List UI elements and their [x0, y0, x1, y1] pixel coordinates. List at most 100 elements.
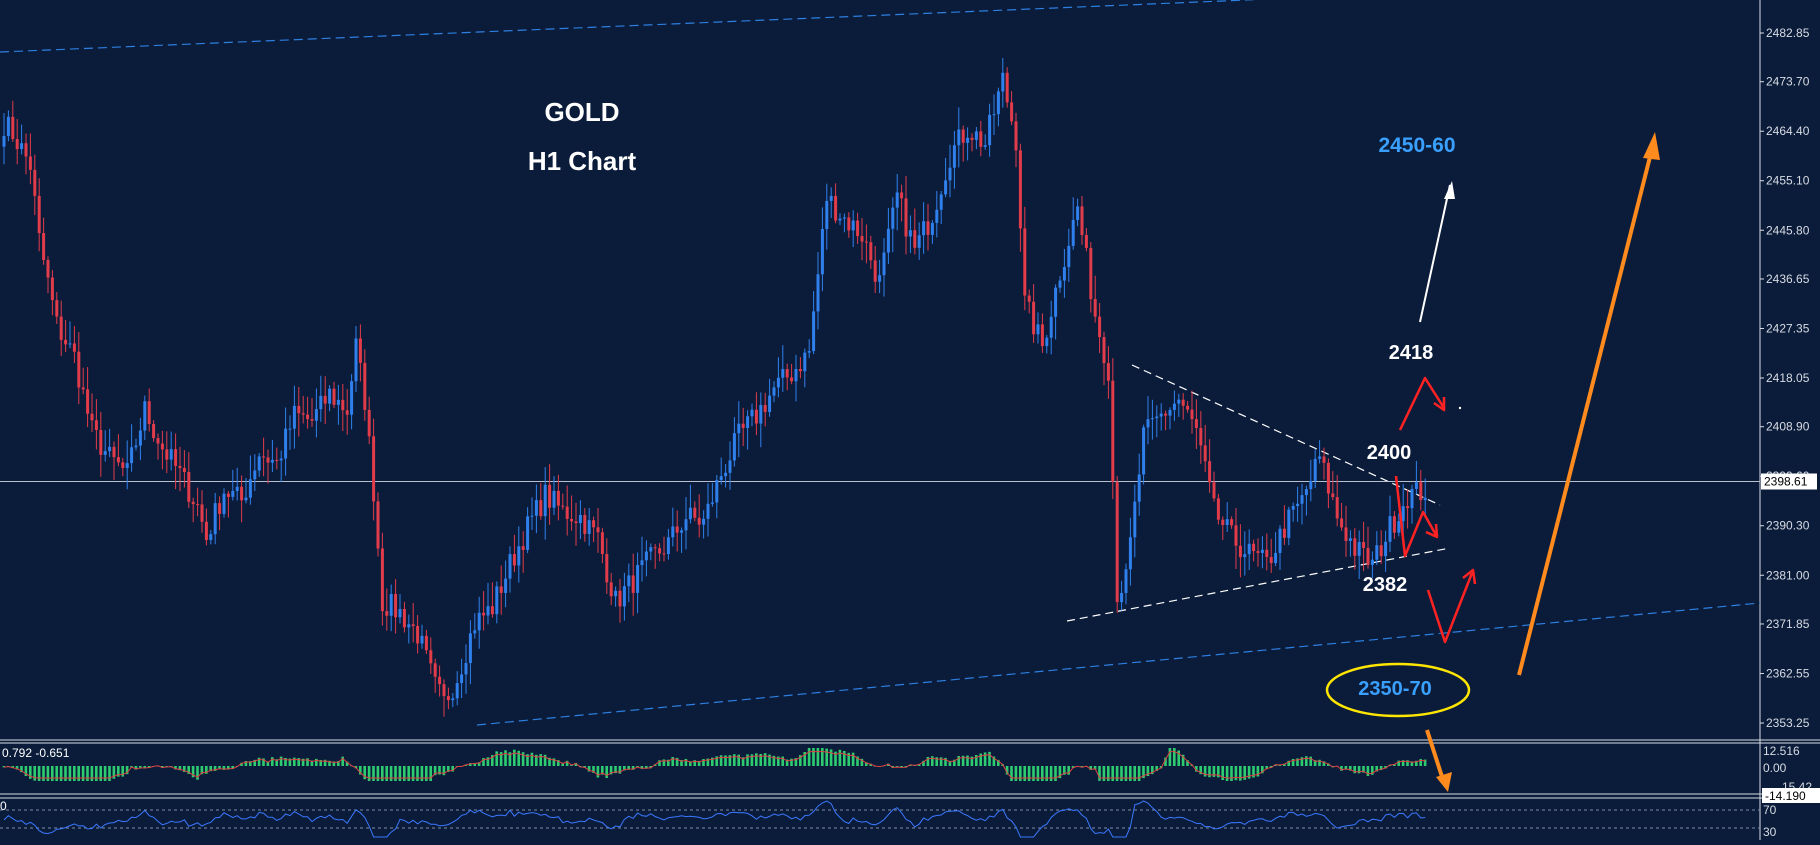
macd-bar [508, 752, 512, 766]
level-2418-label: 2418 [1389, 342, 1434, 364]
macd-bar [693, 760, 696, 766]
candle-body [306, 414, 310, 420]
candle-body [156, 438, 160, 444]
macd-bar [1300, 757, 1304, 766]
candle-body [952, 145, 956, 168]
macd-bar [425, 766, 428, 781]
macd-bar [1142, 766, 1145, 779]
macd-bar [1371, 766, 1374, 775]
macd-bar [1322, 761, 1326, 766]
candle-body [561, 505, 565, 507]
macd-bar [59, 766, 63, 781]
candle-body [732, 433, 736, 461]
candle-body [715, 480, 719, 503]
candle-body [763, 405, 767, 412]
macd-bar [469, 763, 472, 766]
candle-body [169, 449, 173, 460]
candle-body [468, 633, 472, 664]
price-tick-label: 2371.85 [1766, 617, 1810, 631]
candle-body [754, 409, 758, 424]
candle-body [420, 635, 424, 644]
macd-bar [662, 759, 666, 766]
macd-bar [95, 766, 98, 781]
macd-bar [108, 766, 111, 781]
candle-body [570, 518, 574, 522]
candle-body [1186, 405, 1190, 410]
macd-bar [398, 766, 402, 781]
macd-bar [491, 755, 494, 766]
macd-bar [1265, 766, 1268, 770]
candle-body [253, 470, 257, 480]
candle-body [354, 338, 358, 382]
candle-body [1054, 287, 1058, 317]
candle-body [878, 275, 882, 282]
candle-body [350, 381, 354, 415]
candle-body [1296, 503, 1300, 507]
candle-body [1243, 554, 1247, 558]
candle-body [662, 553, 666, 555]
candle-body [631, 575, 635, 593]
macd-bar [689, 761, 692, 766]
candle-body [741, 423, 745, 428]
candle-body [50, 277, 54, 301]
macd-bar [433, 766, 437, 776]
macd-bar [759, 753, 762, 766]
macd-bar [517, 750, 520, 766]
macd-bar [543, 754, 547, 766]
candle-body [1423, 497, 1427, 501]
macd-bar [90, 766, 94, 781]
candle-body [1168, 410, 1172, 416]
macd-bar [504, 750, 507, 766]
candle-body [1234, 525, 1238, 546]
macd-bar [816, 748, 820, 766]
candle-body [1331, 493, 1335, 498]
macd-bar [1089, 766, 1092, 771]
candle-body [15, 138, 19, 150]
macd-bar [640, 766, 644, 769]
candle-body [1208, 461, 1212, 483]
candle-body [596, 527, 600, 533]
macd-bar [513, 749, 516, 766]
candle-body [935, 209, 939, 223]
candle-body [1089, 247, 1093, 300]
macd-bar [284, 757, 287, 766]
macd-bar [966, 755, 969, 766]
macd-bar [271, 757, 274, 766]
candle-body [134, 445, 138, 448]
macd-bar [561, 762, 564, 766]
candle-body [446, 696, 450, 701]
macd-bar [719, 755, 723, 766]
macd-bar [376, 766, 380, 781]
candle-body [640, 560, 644, 566]
candle-body [688, 507, 692, 520]
candle-body [213, 503, 217, 535]
macd-bar [623, 766, 626, 771]
macd-values-label: 0.792 -0.651 [2, 746, 70, 760]
macd-bar [706, 758, 710, 766]
candle-body [895, 192, 899, 208]
macd-bar [627, 766, 630, 770]
price-tick-label: 2408.90 [1766, 420, 1810, 434]
macd-bar [992, 756, 996, 766]
candle-body [284, 428, 288, 459]
candle-body [548, 484, 552, 508]
macd-bar [645, 766, 648, 769]
macd-bar [442, 766, 446, 776]
macd-bar [1107, 766, 1110, 781]
candle-body [86, 389, 90, 414]
macd-bar [262, 758, 265, 766]
current-price-label: 2398.61 [1764, 475, 1808, 489]
candle-body [574, 521, 578, 524]
candle-body [1164, 413, 1168, 416]
macd-bar [477, 762, 481, 766]
macd-bar [1393, 764, 1396, 766]
candle-body [240, 486, 244, 501]
candle-body [37, 195, 41, 234]
candle-body [178, 465, 182, 468]
macd-bar [1137, 766, 1141, 781]
macd-bar [1423, 759, 1427, 766]
candle-body [1124, 569, 1128, 593]
macd-bar [1379, 766, 1383, 771]
macd-bar [1357, 766, 1361, 774]
